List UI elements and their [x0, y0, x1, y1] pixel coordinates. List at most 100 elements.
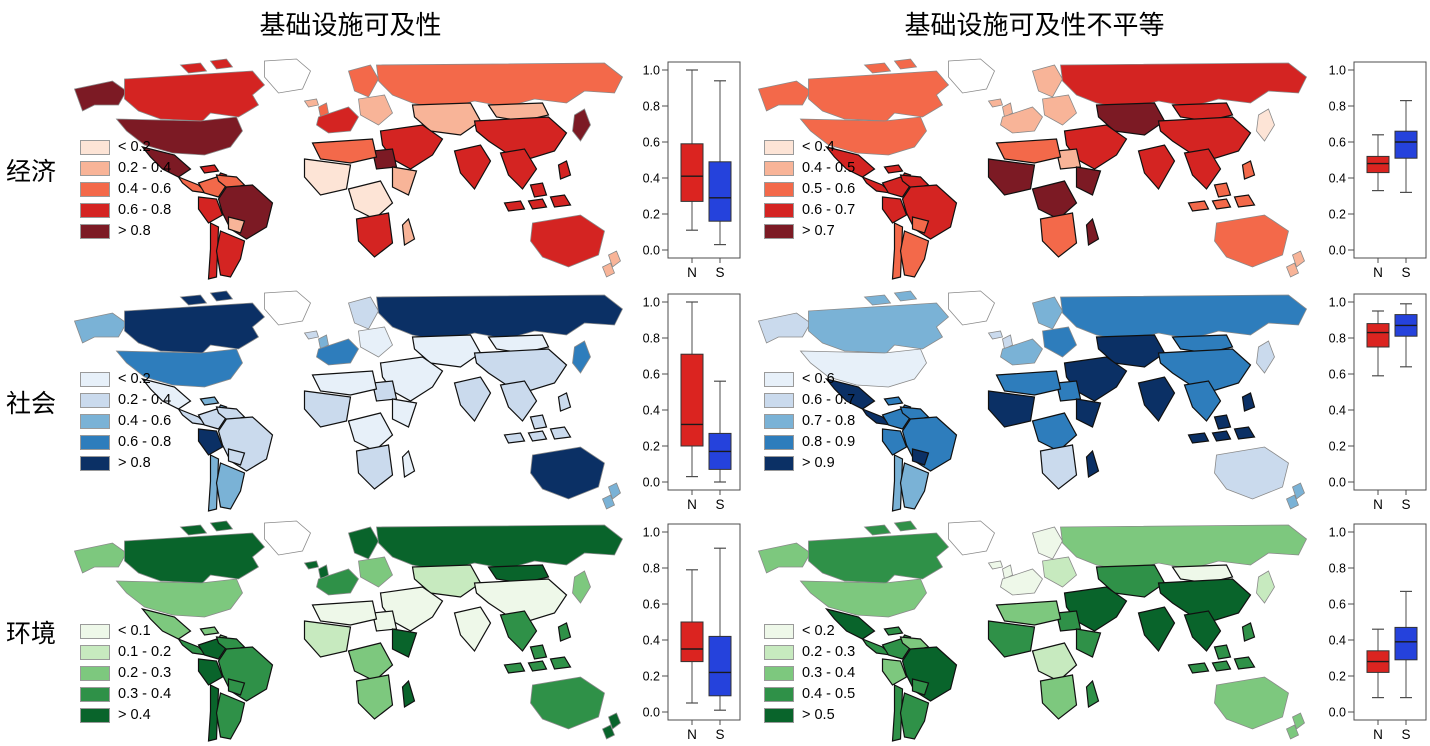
region-indonesia [1187, 160, 1256, 212]
box-N [1366, 310, 1390, 377]
region-west-africa [303, 620, 352, 658]
boxplot-chart: 1.0 0.8 0.6 0.4 0.2 0.0 N S [643, 61, 741, 280]
region-central-africa [347, 180, 394, 220]
legend-swatch [80, 202, 110, 218]
region-madagascar [401, 679, 416, 709]
iqr-box [680, 621, 704, 663]
region-eastern-europe [358, 556, 393, 588]
legend-bin-label: 0.2 - 0.4 [118, 392, 172, 408]
region-australia [1214, 676, 1289, 730]
region-indonesia [503, 160, 572, 212]
region-new-zealand [601, 712, 621, 740]
region-madagascar [1085, 449, 1100, 479]
boxplot-environment-inequality: 1.0 0.8 0.6 0.4 0.2 0.0 N S [1326, 517, 1430, 746]
y-tick-label: 1.0 [1329, 296, 1346, 310]
boxplot-chart: 1.0 0.8 0.6 0.4 0.2 0.0 N S [643, 293, 741, 512]
region-bolivia [227, 448, 246, 466]
region-argentina [215, 462, 246, 510]
region-chile [207, 454, 220, 512]
legend-swatch [764, 434, 794, 450]
region-alaska [73, 80, 128, 112]
region-russia [1060, 524, 1308, 572]
region-western-europe [316, 568, 359, 596]
region-uk [1002, 334, 1013, 350]
plot-frame [667, 61, 741, 259]
region-japan [572, 570, 591, 604]
legend-bin-label: 0.3 - 0.4 [802, 665, 856, 681]
region-japan [1256, 570, 1275, 604]
region-western-europe [316, 338, 359, 366]
region-brazil [217, 184, 274, 240]
region-usa [115, 578, 243, 618]
legend-bin-label: 0.2 - 0.4 [118, 160, 172, 176]
x-category-label: N [1373, 727, 1383, 742]
x-category-label: S [1401, 265, 1410, 280]
region-usa [115, 348, 243, 388]
region-central-america [860, 175, 893, 194]
y-tick-label: 0.6 [643, 598, 660, 612]
boxplot-chart: 1.0 0.8 0.6 0.4 0.2 0.0 N S [643, 523, 741, 742]
region-argentina [215, 692, 246, 740]
region-japan [1256, 340, 1275, 374]
legend-item: 0.8 - 0.9 [764, 434, 855, 450]
region-chile [891, 684, 904, 742]
region-chile [207, 222, 220, 280]
boxplot-chart: 1.0 0.8 0.6 0.4 0.2 0.0 N S [1329, 293, 1427, 512]
region-japan [1256, 108, 1275, 142]
x-category-label: S [715, 497, 724, 512]
region-central-asia [411, 334, 482, 368]
region-central-america [176, 407, 209, 426]
region-russia [376, 62, 624, 110]
legend-item: 0.2 - 0.4 [80, 392, 171, 408]
region-central-asia [411, 102, 482, 136]
region-southeast-asia [499, 610, 538, 652]
region-east-africa [1075, 628, 1102, 658]
region-east-africa [1075, 398, 1102, 428]
map-society-inequality: < 0.6 0.6 - 0.7 0.7 - 0.8 0.8 - 0.9 > 0.9 [742, 287, 1327, 517]
x-category-label: N [1373, 497, 1383, 512]
region-central-africa [1031, 180, 1078, 220]
legend-item: 0.3 - 0.4 [80, 686, 171, 702]
legend-bin-label: > 0.8 [118, 455, 151, 471]
region-greenland [948, 58, 995, 94]
y-tick-label: 0.2 [643, 440, 660, 454]
boxplot-economy-inequality: 1.0 0.8 0.6 0.4 0.2 0.0 N S [1326, 55, 1430, 285]
world-map [73, 58, 624, 280]
region-north-africa [311, 370, 378, 396]
legend-swatch [80, 644, 110, 660]
legend-swatch [80, 181, 110, 197]
row-label-society: 社会 [6, 390, 57, 418]
y-tick-label: 0.0 [643, 476, 660, 490]
region-scandinavia [347, 526, 379, 560]
boxplot-chart: 1.0 0.8 0.6 0.4 0.2 0.0 N S [1329, 61, 1427, 280]
region-scandinavia [1031, 526, 1063, 560]
map-environment-accessibility: < 0.1 0.1 - 0.2 0.2 - 0.3 0.3 - 0.4 > 0.4 [58, 517, 643, 746]
legend-item: 0.1 - 0.2 [80, 644, 171, 660]
legend-item: 0.4 - 0.6 [80, 413, 171, 429]
region-scandinavia [347, 64, 379, 98]
legend-swatch [764, 160, 794, 176]
legend-swatch [764, 202, 794, 218]
region-central-asia [1095, 102, 1166, 136]
region-central-africa [347, 412, 394, 452]
region-middle-east [1063, 356, 1128, 402]
region-peru [197, 196, 224, 224]
y-tick-label: 0.6 [643, 136, 660, 150]
region-greenland [264, 58, 311, 94]
legend-bin-label: 0.7 - 0.8 [802, 413, 856, 429]
region-argentina [899, 692, 930, 740]
legend-bin-label: 0.6 - 0.7 [802, 202, 856, 218]
region-eastern-europe [1042, 94, 1077, 126]
region-middle-east [1063, 124, 1128, 170]
y-tick-label: 0.8 [643, 562, 660, 576]
legend-item: 0.6 - 0.7 [764, 392, 855, 408]
legend-swatch [764, 413, 794, 429]
region-argentina [215, 230, 246, 278]
y-tick-label: 0.0 [1329, 476, 1346, 490]
legend-bin-label: 0.6 - 0.8 [118, 434, 172, 450]
region-egypt [1055, 148, 1082, 170]
region-brazil [901, 416, 958, 472]
legend-item: > 0.9 [764, 455, 855, 471]
iqr-box [708, 161, 732, 222]
region-west-africa [987, 158, 1036, 196]
